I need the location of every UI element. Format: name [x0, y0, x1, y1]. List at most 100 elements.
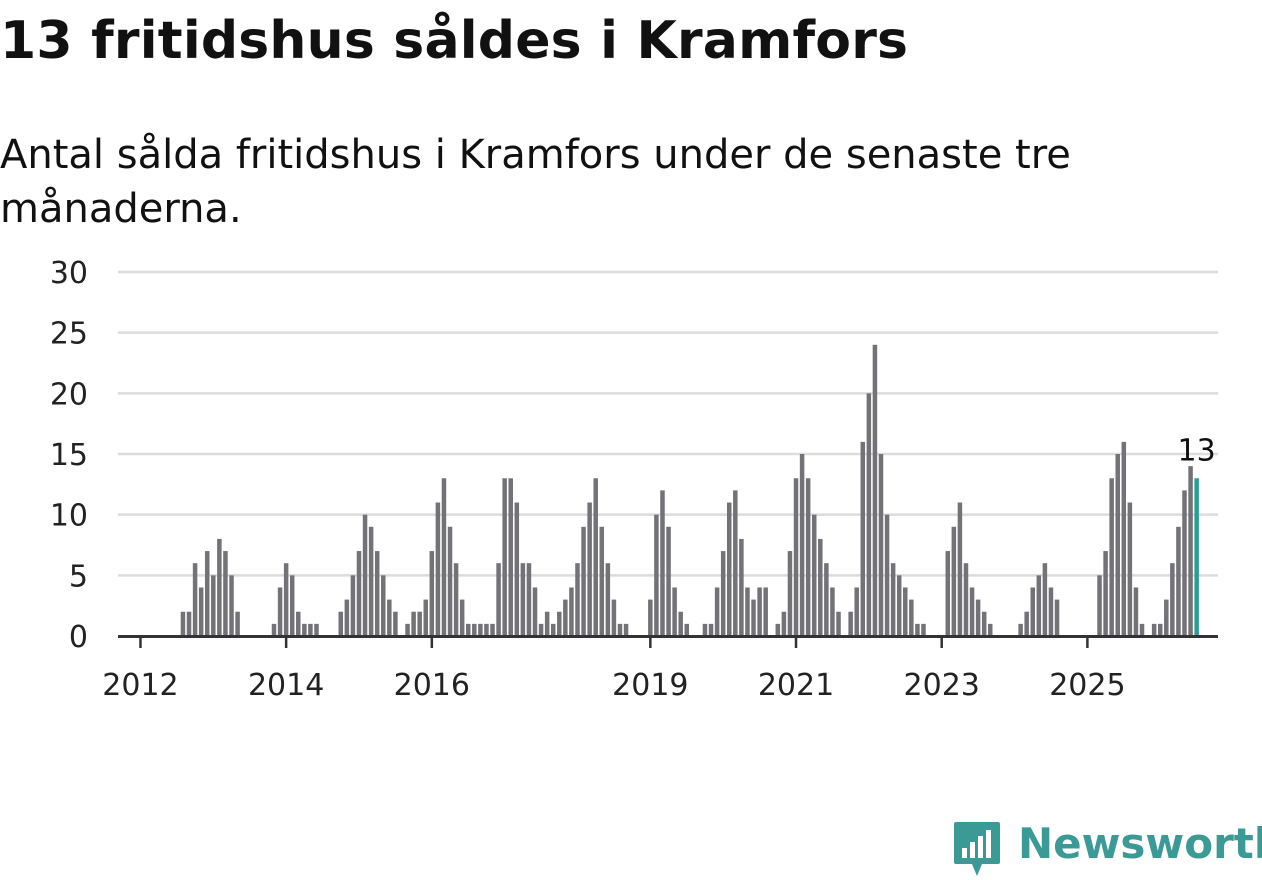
bar — [557, 611, 562, 636]
bar — [362, 514, 368, 636]
bar — [763, 587, 768, 636]
bar — [878, 454, 884, 636]
bar — [520, 563, 526, 636]
bar — [381, 575, 386, 636]
bar — [896, 575, 902, 636]
bar — [866, 393, 872, 636]
bar — [708, 623, 714, 636]
bar — [344, 599, 350, 636]
bar — [611, 599, 617, 636]
bar — [198, 587, 204, 636]
bar — [775, 623, 781, 636]
y-tick-label: 30 — [50, 256, 88, 291]
brand-name: Newsworthy — [1018, 819, 1262, 868]
bar — [1018, 623, 1023, 636]
bar — [1157, 623, 1163, 636]
x-tick-label: 2025 — [1049, 668, 1125, 703]
bar — [903, 587, 908, 636]
bar — [745, 587, 750, 636]
bar — [988, 623, 993, 636]
bar — [605, 563, 611, 636]
bar — [666, 526, 671, 636]
y-tick-label: 20 — [50, 377, 88, 412]
bar — [981, 611, 987, 636]
bar — [1103, 551, 1108, 636]
bar — [223, 551, 228, 636]
bar — [575, 563, 580, 636]
bar — [1127, 502, 1133, 636]
bar — [192, 563, 198, 636]
x-tick-label: 2016 — [394, 668, 470, 703]
bar-series: 13 — [118, 344, 1218, 638]
bar — [1188, 466, 1193, 636]
bar — [526, 563, 532, 636]
bar — [727, 502, 732, 636]
bar — [441, 478, 447, 636]
bar — [478, 623, 483, 636]
bar — [435, 502, 441, 636]
bar — [599, 526, 605, 636]
bar — [1024, 611, 1029, 636]
x-tick-label: 2014 — [248, 668, 324, 703]
bar — [356, 551, 362, 636]
bar — [751, 599, 756, 636]
bar — [374, 551, 380, 636]
bar — [1176, 526, 1181, 636]
bar — [490, 623, 495, 636]
bar — [969, 587, 975, 636]
bar — [975, 599, 981, 636]
bar — [1115, 454, 1120, 636]
bar — [417, 611, 422, 636]
bar — [308, 623, 313, 636]
bar — [368, 526, 374, 636]
bar — [302, 623, 307, 636]
bar — [793, 478, 799, 636]
bar — [1054, 599, 1060, 636]
bar — [350, 575, 356, 636]
bar — [593, 478, 598, 636]
bar — [811, 514, 817, 636]
bar — [684, 623, 690, 636]
bar — [623, 623, 629, 636]
bar — [702, 623, 708, 636]
bar — [514, 502, 520, 636]
y-tick-label: 25 — [50, 317, 88, 352]
bar — [739, 538, 744, 636]
bar — [1121, 441, 1127, 636]
x-tick-label: 2012 — [102, 668, 178, 703]
bar — [211, 575, 216, 636]
bar — [648, 599, 653, 636]
bar — [338, 611, 344, 636]
bar — [1042, 563, 1048, 636]
bar — [818, 538, 823, 636]
bar — [860, 441, 866, 636]
bar — [538, 623, 544, 636]
bar — [872, 344, 878, 636]
bar — [836, 611, 841, 636]
bar — [1030, 587, 1035, 636]
bar — [569, 587, 574, 636]
bar — [1109, 478, 1114, 636]
bar — [921, 623, 926, 636]
bar — [720, 551, 726, 636]
gridlines — [118, 270, 1218, 577]
latest-value-label: 13 — [1178, 433, 1216, 468]
bar — [660, 490, 665, 636]
bar — [544, 611, 550, 636]
bar — [957, 502, 963, 636]
x-tick-label: 2023 — [904, 668, 980, 703]
bar — [411, 611, 416, 636]
bar — [296, 611, 301, 636]
bar — [884, 514, 890, 636]
bar — [429, 551, 435, 636]
bar-latest — [1194, 478, 1199, 636]
bar — [733, 490, 738, 636]
bar — [180, 611, 186, 636]
bar — [186, 611, 192, 636]
bar — [781, 611, 787, 636]
bar — [915, 623, 920, 636]
bar — [1097, 575, 1102, 636]
bar — [1151, 623, 1157, 636]
bar — [387, 599, 392, 636]
